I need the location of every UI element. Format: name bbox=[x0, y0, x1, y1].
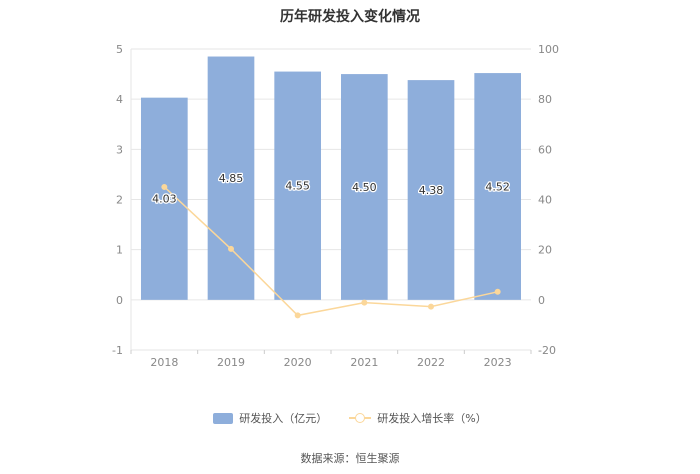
y-right-tick-label: 80 bbox=[538, 93, 552, 106]
growth-rate-line bbox=[163, 186, 498, 317]
x-tick-label: 2021 bbox=[350, 356, 378, 369]
y-right-tick-label: -20 bbox=[538, 344, 556, 357]
bar bbox=[274, 71, 321, 300]
x-tick-label: 2018 bbox=[150, 356, 178, 369]
bar bbox=[207, 56, 255, 300]
growth-rate-point bbox=[228, 245, 234, 252]
legend-line-swatch bbox=[349, 412, 372, 424]
bar-data-label: 4.52 bbox=[485, 180, 510, 193]
bar-data-label: 4.38 bbox=[419, 184, 444, 197]
legend-label-growth-rate: 研发投入增长率（%） bbox=[377, 412, 487, 425]
bar bbox=[474, 73, 521, 300]
growth-rate-point bbox=[294, 312, 301, 319]
y-right-tick-label: 0 bbox=[538, 294, 545, 307]
data-source: 数据来源：恒生聚源 bbox=[300, 452, 400, 465]
legend-bar-swatch bbox=[213, 412, 234, 424]
bar bbox=[341, 74, 388, 300]
bar bbox=[407, 80, 455, 300]
y-right-tick-label: 40 bbox=[538, 194, 552, 207]
growth-rate-point bbox=[494, 288, 501, 295]
y-left-tick-label: -1 bbox=[112, 344, 123, 357]
growth-rate-point bbox=[428, 303, 434, 310]
y-left-tick-label: 2 bbox=[116, 194, 123, 207]
y-left-tick-label: 3 bbox=[116, 143, 123, 156]
bar bbox=[141, 97, 188, 300]
y-right-tick-label: 100 bbox=[538, 43, 559, 56]
y-right-tick-label: 60 bbox=[538, 143, 552, 156]
legend: 研发投入（亿元） 研发投入增长率（%） bbox=[0, 410, 700, 426]
bar-data-label: 4.50 bbox=[352, 181, 377, 194]
x-tick-label: 2022 bbox=[417, 356, 445, 369]
growth-rate-point bbox=[161, 183, 168, 190]
bar-data-label: 4.03 bbox=[152, 193, 177, 206]
y-left-tick-label: 1 bbox=[116, 244, 123, 257]
legend-item-growth-rate[interactable]: 研发投入增长率（%） bbox=[349, 410, 487, 426]
y-left-tick-label: 0 bbox=[116, 294, 123, 307]
y-left-tick-label: 4 bbox=[116, 93, 123, 106]
x-tick-label: 2023 bbox=[484, 356, 512, 369]
growth-rate-point bbox=[361, 299, 368, 306]
y-right-tick-label: 20 bbox=[538, 244, 552, 257]
legend-label-rd-investment: 研发投入（亿元） bbox=[239, 412, 328, 425]
x-tick-label: 2019 bbox=[217, 356, 245, 369]
x-tick-label: 2020 bbox=[284, 356, 312, 369]
y-left-tick-label: 5 bbox=[116, 43, 123, 56]
bar-data-label: 4.55 bbox=[285, 180, 310, 193]
legend-item-rd-investment[interactable]: 研发投入（亿元） bbox=[213, 410, 327, 426]
chart-title: 历年研发投入变化情况 bbox=[280, 9, 420, 25]
bar-data-label: 4.85 bbox=[219, 172, 244, 185]
